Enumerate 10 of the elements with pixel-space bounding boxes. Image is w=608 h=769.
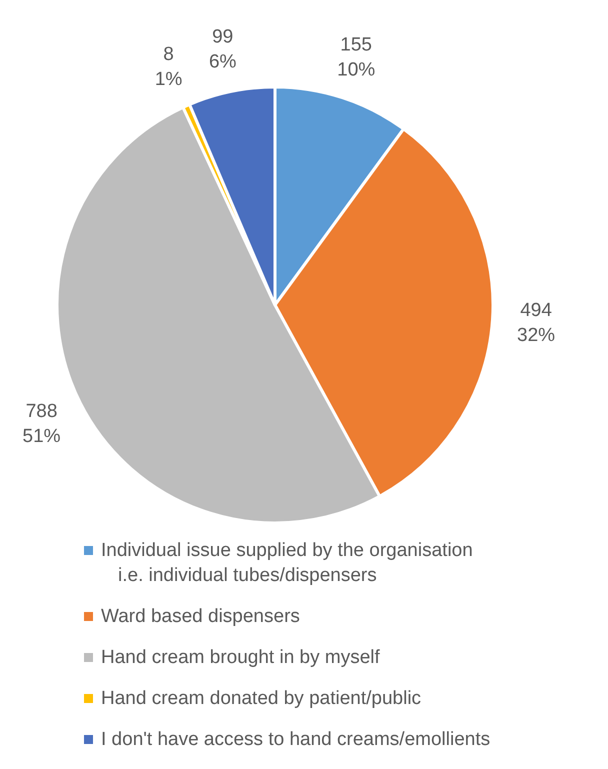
legend-label: Individual issue supplied by the organisation i.e. individual tubes/dispensers: [101, 540, 473, 586]
legend-label: Hand cream donated by patient/public: [101, 688, 422, 709]
data-label: 788 51%: [22, 401, 61, 448]
data-label: 8 1%: [154, 44, 182, 90]
data-label: 155 10%: [337, 34, 376, 80]
data-label: 494 32%: [517, 300, 556, 346]
legend-label: Ward based dispensers: [101, 606, 300, 627]
legend-label: Hand cream brought in by myself: [101, 647, 381, 668]
legend-label: I don't have access to hand creams/emollients: [101, 729, 490, 750]
data-label: 99 6%: [208, 26, 236, 73]
